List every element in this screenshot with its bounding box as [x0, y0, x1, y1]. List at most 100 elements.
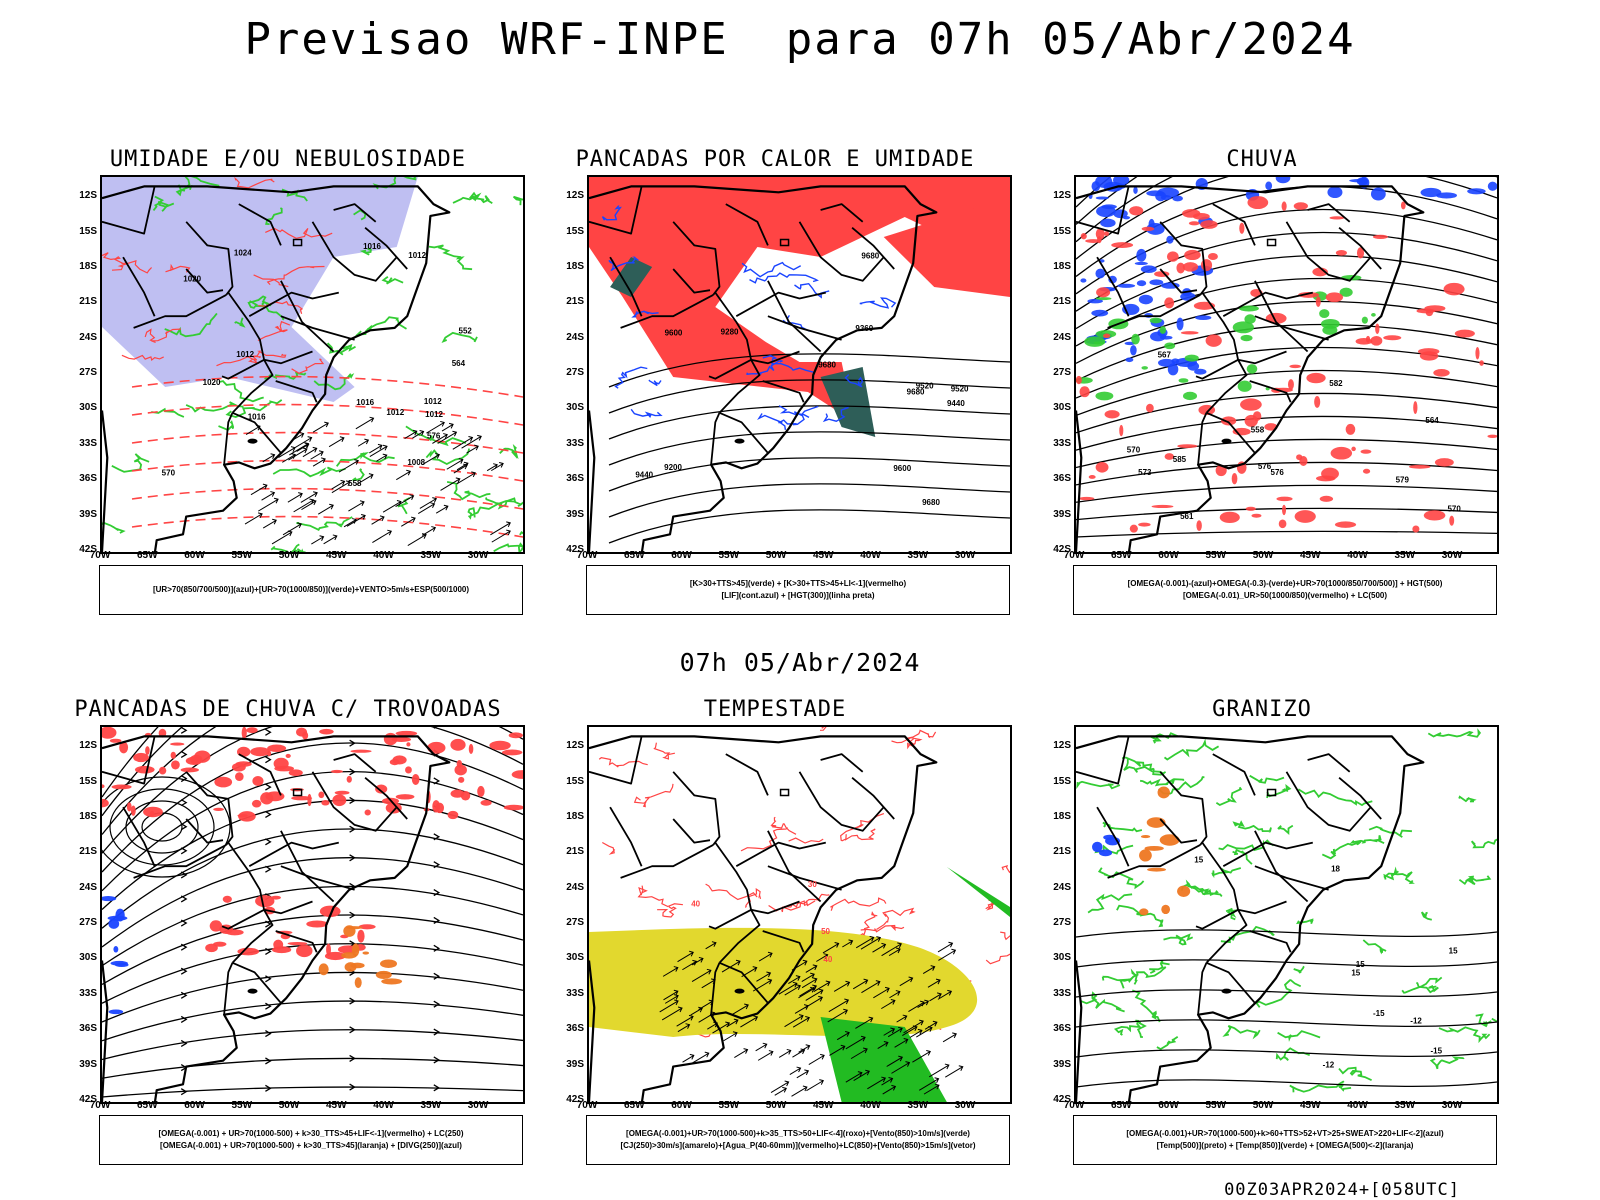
precipitable-water-contour [657, 906, 677, 918]
thunderstorm-area [246, 727, 258, 734]
instability-area [350, 962, 365, 969]
border-line [280, 865, 355, 891]
wind-vector [938, 948, 957, 961]
run-stamp: 00Z03APR2024+[058UTC] [1224, 1180, 1460, 1200]
omega-strong-area [1084, 336, 1106, 347]
strong-wind-area [946, 867, 1010, 917]
wind-vector [661, 1006, 683, 1021]
wind-vector [441, 422, 454, 432]
border-line [133, 844, 227, 879]
thunderstorm-area [458, 776, 465, 783]
contour-label: 576 [1271, 468, 1285, 477]
contour-label: 9440 [947, 399, 965, 408]
wind-vector [422, 453, 440, 466]
omega-strong-area [1149, 317, 1162, 324]
longitude-label: 30W [954, 1100, 976, 1111]
omega-strong-area [1246, 364, 1258, 374]
border-line [1249, 380, 1292, 403]
coastline-west [589, 410, 596, 552]
lifted-index-contour [749, 272, 819, 284]
map-rain: 585 582 579 576 573 570 567 564 561 558 576 570 [1074, 175, 1499, 554]
wind-vector [758, 951, 773, 962]
border-line [231, 909, 274, 964]
contour-label: 576 [427, 431, 441, 440]
thickness-dashed [131, 459, 523, 482]
border-line [232, 961, 282, 1004]
lifted-index-contour [762, 354, 815, 374]
longitude-label: 40W [373, 550, 394, 561]
omega-area [1080, 278, 1087, 283]
wind-vector [712, 1021, 731, 1034]
flow-arrow [433, 1056, 441, 1064]
border-line [620, 844, 714, 879]
wind-vector [355, 416, 375, 430]
longitude-label: 65W [136, 1100, 158, 1111]
thunderstorm-area [251, 799, 262, 808]
temp-850-contour [1150, 732, 1179, 744]
wind-vector [784, 1014, 804, 1028]
thunderstorm-area [209, 920, 223, 932]
wind-vector [789, 1066, 802, 1075]
instability-area [351, 943, 360, 957]
vortex-contour [125, 800, 199, 854]
map-heat-showers: 9680 9680 9680 9680 9600 9600 9520 9520 9440 9440… [587, 175, 1012, 554]
divergence-area [102, 895, 117, 902]
divergence-area [113, 946, 119, 953]
temp-850-contour [1180, 879, 1219, 897]
wind-vector [798, 986, 815, 999]
latitude-label: 24S [566, 331, 584, 343]
wind-vector [328, 436, 345, 448]
omega-strong-area [1371, 313, 1376, 317]
wind-vector [317, 503, 334, 515]
contour-label: 1020 [183, 274, 201, 283]
flow-arrow [349, 739, 356, 747]
unstable-area-ocean [883, 197, 1010, 297]
wind-vector [348, 500, 365, 512]
wind-vector [861, 980, 881, 994]
wind-vector [664, 994, 679, 1004]
wind-vector [271, 530, 293, 545]
wind-vector [882, 1084, 897, 1095]
flow-arrow [265, 728, 272, 736]
flow-arrow [180, 750, 188, 759]
border-line [280, 315, 355, 341]
rain-area [1080, 233, 1087, 240]
longitude-label: 50W [765, 550, 787, 561]
coastline [1076, 185, 1425, 552]
thunderstorm-area [332, 794, 347, 807]
omega-area [1420, 187, 1442, 198]
wind-vector [426, 420, 445, 434]
humidity-area [102, 177, 418, 402]
wind-vector [891, 1061, 911, 1074]
temp-850-contour [1163, 933, 1194, 946]
wind-vector [287, 492, 303, 503]
thunderstorm-area [450, 738, 466, 751]
latitude-label: 30S [566, 952, 584, 964]
wind-vector [888, 947, 901, 957]
wind-vector [801, 972, 815, 983]
border-line [767, 280, 822, 353]
wind-vector [372, 529, 392, 543]
border-line [1076, 736, 1130, 785]
temp-850-contour [1277, 1030, 1321, 1042]
humidity-low-contour [467, 500, 516, 520]
humidity-low-contour [352, 468, 365, 482]
thunderstorm-area [501, 749, 523, 756]
precipitable-water-contour [861, 911, 878, 941]
border-line [227, 292, 265, 360]
rain-area [1278, 519, 1287, 529]
flow-arrow [349, 997, 356, 1005]
lake-mark [734, 988, 745, 994]
border-line [620, 294, 714, 329]
rain-area [1180, 331, 1199, 335]
thunderstorm-area [503, 804, 523, 811]
map-canvas: 9680 9680 9680 9680 9600 9600 9520 9520 9440 9440… [589, 177, 1010, 552]
rain-area [1200, 259, 1213, 272]
humidity-low-contour [446, 481, 491, 501]
brasilia-box [779, 788, 790, 797]
thunderstorm-area [102, 784, 105, 789]
rain-area [1288, 379, 1294, 390]
omega-area [1467, 188, 1486, 195]
border-line [1222, 841, 1313, 867]
